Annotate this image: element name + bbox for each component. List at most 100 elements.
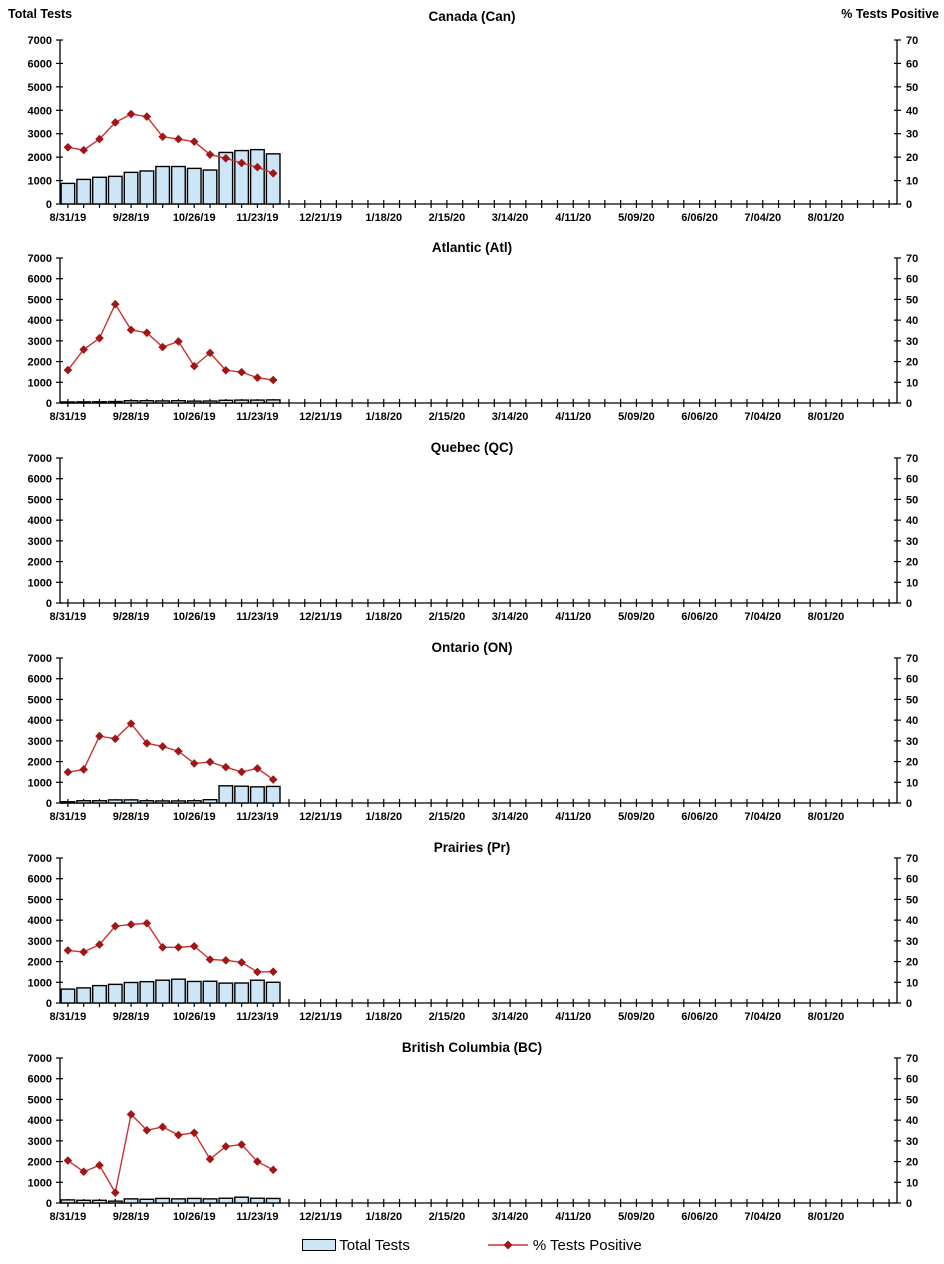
chart-panel-prairies: Prairies (Pr) 0 1000 2000 3000 4000 5000 6000 7… <box>0 830 944 1030</box>
y-right-tick-label: 70 <box>906 453 918 465</box>
y-left-tick-label: 4000 <box>28 315 52 327</box>
y-left-tick-label: 7000 <box>28 853 52 865</box>
pct-positive-swatch-icon <box>487 1240 528 1250</box>
x-tick-label: 4/11/20 <box>555 212 591 224</box>
total-tests-bar <box>76 1199 92 1204</box>
chart-panel-british-columbia: British Columbia (BC) 0 1000 2000 3000 4000 5… <box>0 1030 944 1230</box>
x-tick-label: 9/28/19 <box>113 1011 150 1023</box>
total-tests-bar <box>265 1197 281 1204</box>
legend-pct-positive-label: % Tests Positive <box>532 1236 642 1254</box>
x-tick-label: 9/28/19 <box>113 411 150 423</box>
pct-positive-marker <box>253 162 262 172</box>
x-tick-label: 3/14/20 <box>492 212 529 224</box>
y-right-tick-label: 30 <box>906 336 918 348</box>
y-left-tick-label: 6000 <box>28 874 52 886</box>
y-right-tick-label: 40 <box>906 105 918 117</box>
y-left-tick-label: 7000 <box>28 253 52 265</box>
y-left-tick-label: 1000 <box>28 176 52 188</box>
pct-positive-marker <box>158 942 167 952</box>
x-tick-label: 2/15/20 <box>429 1211 466 1223</box>
pct-positive-marker <box>158 132 167 142</box>
pct-positive-marker <box>221 365 231 375</box>
pct-positive-marker <box>126 920 136 929</box>
x-tick-label: 2/15/20 <box>429 1011 466 1023</box>
total-tests-bar <box>218 982 234 1004</box>
pct-positive-marker <box>253 1157 262 1166</box>
pct-positive-marker <box>268 169 278 178</box>
y-left-tick-label: 4000 <box>28 105 52 117</box>
x-tick-label: 8/31/19 <box>50 811 87 823</box>
x-tick-label: 7/04/20 <box>744 1211 781 1223</box>
x-tick-label: 4/11/20 <box>555 811 591 823</box>
right-axis-title: % Tests Positive <box>841 7 939 21</box>
total-tests-bar <box>123 799 139 804</box>
pct-positive-marker <box>95 731 104 741</box>
total-tests-bar <box>76 987 92 1004</box>
chart-panel-canada: Total Tests Canada (Can) % Tests Positiv… <box>0 0 944 230</box>
x-tick-label: 4/11/20 <box>555 611 591 623</box>
pct-positive-marker <box>142 918 152 928</box>
pct-positive-marker <box>268 375 278 385</box>
y-right-tick-label: 50 <box>906 494 918 506</box>
y-left-tick-label: 5000 <box>28 894 52 906</box>
total-tests-bar <box>139 1198 155 1204</box>
y-left-tick-label: 5000 <box>28 1094 52 1106</box>
chart-british-columbia: 0 1000 2000 3000 4000 5000 6000 7000 0 10 20 30 40 50… <box>28 1053 919 1223</box>
x-tick-label: 8/01/20 <box>808 1211 845 1223</box>
x-tick-label: 11/23/19 <box>236 611 278 623</box>
x-tick-label: 6/06/20 <box>681 1211 718 1223</box>
y-left-tick-label: 2000 <box>28 757 52 769</box>
y-left-tick-label: 0 <box>46 998 52 1010</box>
x-tick-label: 6/06/20 <box>681 611 718 623</box>
total-tests-bar <box>218 1197 234 1204</box>
pct-positive-line <box>67 1112 274 1195</box>
total-tests-bar <box>170 400 186 404</box>
pct-positive-marker <box>189 759 199 768</box>
y-left-tick-label: 1000 <box>28 377 52 389</box>
y-right-tick-label: 50 <box>906 294 918 306</box>
pct-positive-marker <box>110 118 120 127</box>
x-tick-label: 8/31/19 <box>50 1011 87 1023</box>
y-left-tick-label: 5000 <box>28 494 52 506</box>
y-left-tick-label: 1000 <box>28 577 52 589</box>
pct-positive-marker <box>126 109 136 119</box>
pct-positive-marker <box>79 947 88 957</box>
y-right-tick-label: 70 <box>906 653 918 665</box>
y-left-tick-label: 2000 <box>28 152 52 164</box>
y-right-tick-label: 70 <box>906 35 918 47</box>
total-tests-bar <box>202 1198 218 1204</box>
total-tests-bar <box>107 175 123 205</box>
x-tick-label: 3/14/20 <box>492 411 529 423</box>
total-tests-bar <box>202 798 218 804</box>
total-tests-bar <box>170 1198 186 1204</box>
x-tick-label: 3/14/20 <box>492 611 529 623</box>
x-tick-label: 8/31/19 <box>50 611 87 623</box>
x-tick-label: 1/18/20 <box>365 611 402 623</box>
x-tick-label: 8/31/19 <box>50 212 87 224</box>
x-tick-label: 5/09/20 <box>618 411 655 423</box>
y-right-tick-label: 0 <box>906 199 912 211</box>
pct-positive-marker <box>158 742 167 751</box>
y-right-tick-label: 0 <box>906 598 912 610</box>
pct-positive-marker <box>253 373 262 383</box>
y-left-tick-label: 0 <box>46 199 52 211</box>
y-left-tick-label: 3000 <box>28 736 52 748</box>
total-tests-bar <box>91 984 107 1004</box>
x-tick-label: 11/23/19 <box>236 411 278 423</box>
total-tests-bar <box>249 1197 265 1204</box>
x-tick-label: 8/01/20 <box>808 811 845 823</box>
total-tests-bar <box>186 980 202 1004</box>
y-left-tick-label: 4000 <box>28 915 52 927</box>
total-tests-swatch-icon <box>302 1239 337 1251</box>
x-tick-label: 5/09/20 <box>618 1011 655 1023</box>
y-right-tick-label: 20 <box>906 957 918 969</box>
pct-positive-marker <box>253 764 262 773</box>
chart-legend: Total Tests % Tests Positive <box>0 1226 944 1264</box>
total-tests-bar <box>265 399 281 404</box>
x-tick-label: 9/28/19 <box>113 212 150 224</box>
y-right-tick-label: 30 <box>906 536 918 548</box>
x-tick-label: 2/15/20 <box>429 212 466 224</box>
x-tick-label: 7/04/20 <box>744 611 781 623</box>
y-right-tick-label: 70 <box>906 1053 918 1065</box>
pct-positive-marker <box>268 1165 278 1175</box>
